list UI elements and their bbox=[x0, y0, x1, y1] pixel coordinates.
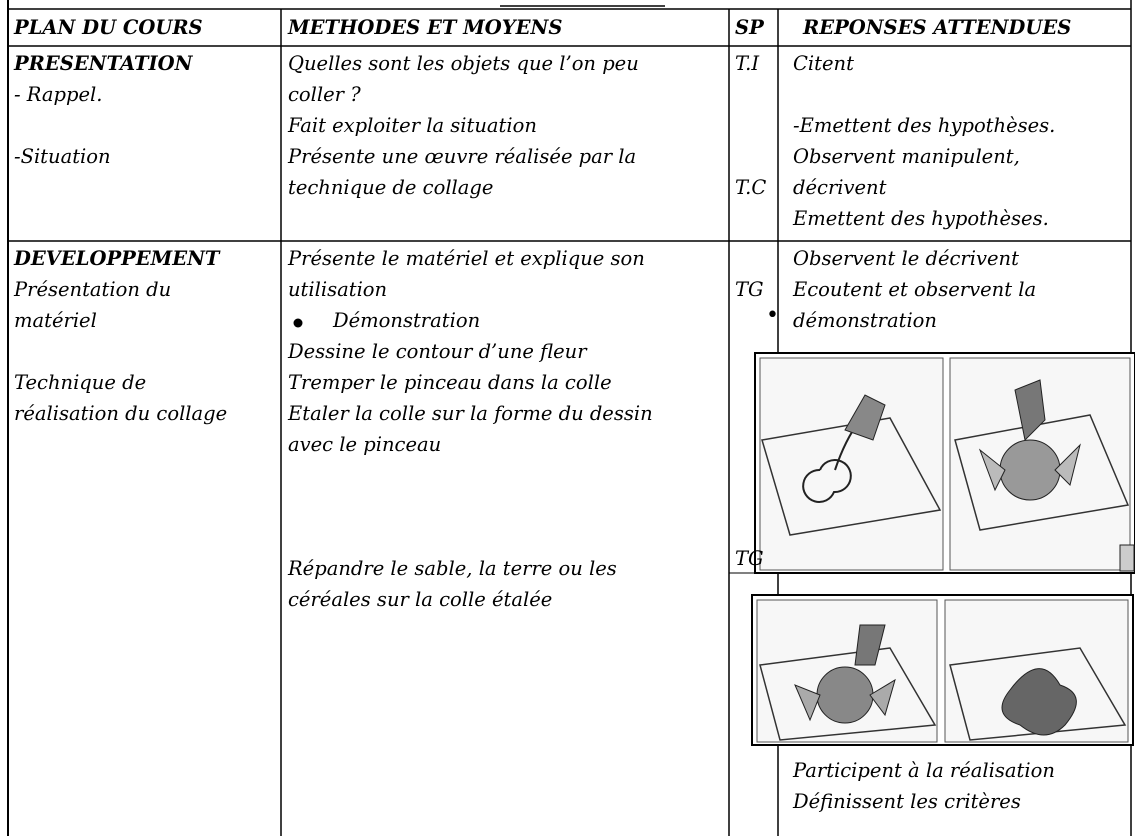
header-cell: METHODES ET MOYENS bbox=[288, 16, 563, 39]
cell-line: avec le pinceau bbox=[288, 433, 442, 456]
illustration-1 bbox=[754, 352, 1135, 574]
cell-line: Technique de bbox=[14, 371, 147, 394]
section-title: DEVELOPPEMENT bbox=[14, 247, 220, 270]
cell-line: Emettent des hypothèses. bbox=[793, 207, 1049, 230]
header-cell: SP bbox=[735, 16, 764, 39]
cell-line: Présentation du bbox=[14, 278, 172, 301]
cell-line: Fait exploiter la situation bbox=[288, 114, 537, 137]
illustration-2 bbox=[751, 594, 1134, 746]
cell-line: Présente une œuvre réalisée par la bbox=[288, 145, 637, 168]
cell-line: T.I bbox=[735, 52, 760, 75]
cell-line: Observent manipulent, bbox=[793, 145, 1020, 168]
cell-line: TG bbox=[735, 547, 764, 570]
cell-line: démonstration bbox=[793, 309, 937, 332]
cell-line: céréales sur la colle étalée bbox=[288, 588, 553, 611]
cell-line: technique de collage bbox=[288, 176, 494, 199]
cell-line: décrivent bbox=[793, 176, 887, 199]
cell-line: Dessine le contour d’une fleur bbox=[288, 340, 587, 363]
cell-line: Ecoutent et observent la bbox=[793, 278, 1037, 301]
cell-line: -Emettent des hypothèses. bbox=[793, 114, 1056, 137]
cell-line: Observent le décrivent bbox=[793, 247, 1019, 270]
bullet-item: Démonstration bbox=[333, 309, 481, 332]
cell-line: Quelles sont les objets que l’on peu bbox=[288, 52, 639, 75]
cell-line: réalisation du collage bbox=[14, 402, 228, 425]
cell-line: Répandre le sable, la terre ou les bbox=[288, 557, 617, 580]
cell-line: utilisation bbox=[288, 278, 388, 301]
svg-text:•: • bbox=[766, 303, 779, 328]
cell-line: matériel bbox=[14, 309, 97, 332]
cell-line: T.C bbox=[735, 176, 767, 199]
cell-line: Etaler la colle sur la forme du dessin bbox=[288, 402, 653, 425]
cell-line: Participent à la réalisation bbox=[793, 759, 1055, 782]
cell-line: TG bbox=[735, 278, 764, 301]
cell-line: - Rappel. bbox=[14, 83, 103, 106]
cell-line: Définissent les critères bbox=[793, 790, 1021, 813]
cell-line: -Situation bbox=[14, 145, 111, 168]
cell-line: Présente le matériel et explique son bbox=[288, 247, 645, 270]
cell-line: coller ? bbox=[288, 83, 361, 106]
header-cell: PLAN DU COURS bbox=[14, 16, 203, 39]
header-cell: REPONSES ATTENDUES bbox=[803, 16, 1072, 39]
section-title: PRESENTATION bbox=[14, 52, 193, 75]
cell-line: Tremper le pinceau dans la colle bbox=[288, 371, 612, 394]
cell-line: Citent bbox=[793, 52, 854, 75]
